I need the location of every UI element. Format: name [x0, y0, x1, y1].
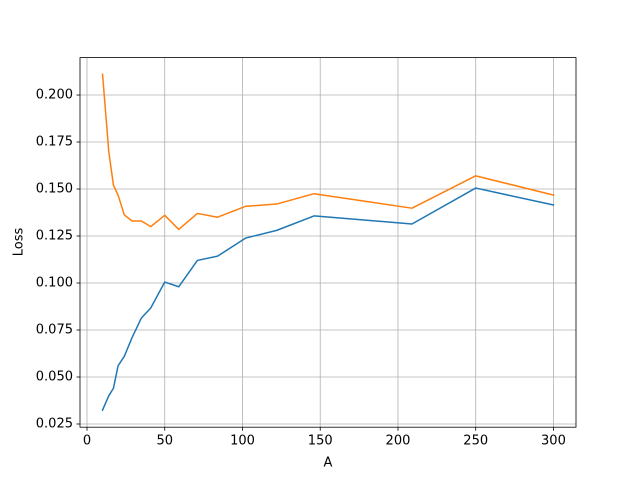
- y-axis-label: Loss: [12, 228, 27, 257]
- x-tick-label: 300: [541, 434, 566, 449]
- x-tick-label: 0: [83, 434, 91, 449]
- x-tick-label: 100: [230, 434, 255, 449]
- y-tick-label: 0.125: [36, 229, 73, 244]
- y-tick-label: 0.050: [36, 370, 73, 385]
- plot-frame: [79, 57, 577, 428]
- y-tick-label: 0.150: [36, 182, 73, 197]
- x-axis-label: A: [324, 456, 333, 471]
- data-line: [101, 73, 555, 231]
- y-tick-label: 0.175: [36, 135, 73, 150]
- x-tick-label: 250: [463, 434, 488, 449]
- data-line: [101, 187, 555, 412]
- y-tick-label: 0.100: [36, 276, 73, 291]
- x-tick-label: 150: [308, 434, 333, 449]
- y-tick-label: 0.025: [36, 417, 73, 432]
- x-tick-label: 50: [156, 434, 173, 449]
- x-tick-label: 200: [386, 434, 411, 449]
- y-tick-label: 0.200: [36, 88, 73, 103]
- y-tick-label: 0.075: [36, 323, 73, 338]
